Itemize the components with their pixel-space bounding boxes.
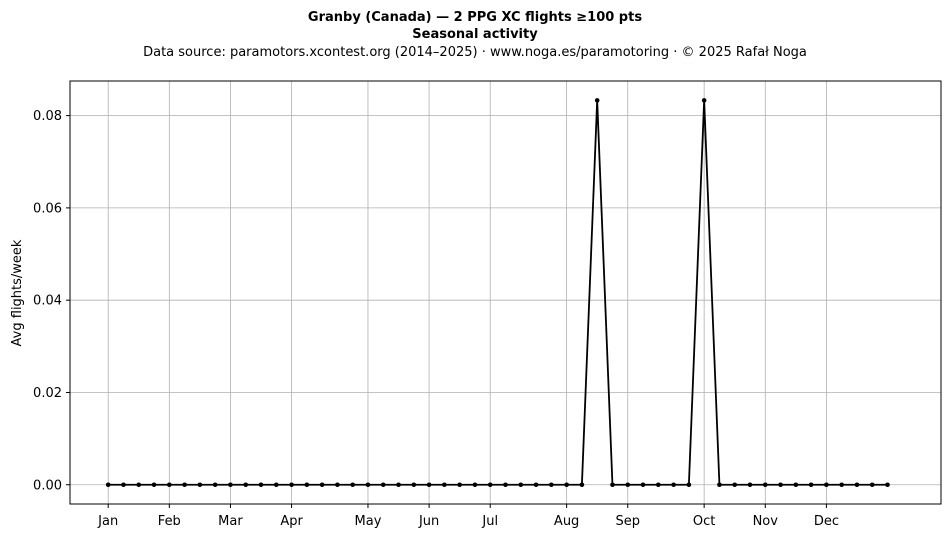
data-point (289, 482, 294, 488)
data-point (243, 482, 249, 488)
data-point (671, 482, 676, 488)
data-point (136, 482, 142, 488)
x-tick-label: Jan (97, 514, 118, 529)
data-point (151, 482, 157, 488)
y-axis-label: Avg flights/week (10, 239, 25, 346)
data-point (258, 482, 264, 488)
data-point (564, 482, 569, 488)
chart-title: Granby (Canada) — 2 PPG XC flights ≥100 … (308, 10, 642, 25)
data-point (396, 482, 401, 488)
data-point (319, 482, 325, 488)
data-point (228, 482, 233, 488)
data-point (640, 482, 646, 488)
data-point (380, 482, 386, 488)
data-point (442, 482, 447, 488)
x-tick-label: Sep (615, 514, 640, 529)
x-tick-label: Feb (158, 514, 181, 529)
data-point (793, 482, 799, 488)
data-point (105, 482, 111, 488)
data-point (273, 482, 279, 488)
data-point (610, 482, 615, 488)
data-point (824, 482, 829, 488)
plot-area (105, 98, 890, 488)
data-point (350, 482, 355, 488)
chart-subtitle: Seasonal activity (412, 27, 538, 42)
data-point (854, 482, 860, 488)
y-tick-label: 0.02 (33, 386, 62, 401)
y-tick-label: 0.08 (33, 109, 62, 124)
x-tick-label: Jun (418, 514, 439, 529)
data-point (503, 482, 508, 488)
data-point (487, 482, 493, 488)
x-tick-label: Oct (693, 514, 715, 529)
data-point (472, 482, 478, 488)
data-point (457, 482, 462, 488)
data-point (717, 482, 722, 488)
y-tick-label: 0.06 (33, 201, 62, 216)
data-point (167, 482, 172, 488)
y-tick-label: 0.04 (33, 294, 62, 309)
data-point (182, 482, 187, 488)
plot-frame (69, 80, 942, 505)
data-point (518, 482, 524, 488)
y-tick-label: 0.00 (33, 478, 62, 493)
x-tick-label: Nov (753, 514, 779, 529)
x-tick-label: Mar (218, 514, 243, 529)
y-axis: 0.00 0.02 0.04 0.06 0.08 (33, 109, 70, 493)
data-point (533, 482, 539, 488)
data-point (839, 482, 844, 488)
data-point (304, 482, 310, 488)
data-point (762, 482, 768, 488)
data-point (686, 482, 692, 488)
data-point (747, 482, 753, 488)
data-point (197, 482, 203, 488)
data-point (808, 482, 814, 488)
series-line (108, 99, 888, 486)
data-point (549, 482, 554, 488)
data-point (335, 482, 340, 488)
data-point (778, 482, 783, 488)
x-tick-label: Jul (481, 514, 498, 529)
data-source-note: Data source: paramotors.xcontest.org (20… (143, 45, 807, 60)
data-point (365, 482, 371, 488)
data-point (212, 482, 218, 488)
data-point (656, 482, 661, 488)
data-point (426, 482, 432, 488)
data-point (869, 482, 875, 488)
data-point (885, 482, 890, 488)
data-point (411, 482, 417, 488)
data-point (579, 482, 585, 488)
data-point (121, 482, 126, 488)
x-tick-label: Apr (280, 514, 303, 529)
x-tick-label: Dec (814, 514, 839, 529)
data-point (732, 482, 738, 488)
grid-lines (70, 81, 941, 504)
data-point (701, 98, 707, 103)
data-point (625, 482, 631, 488)
x-tick-label: Aug (554, 514, 579, 529)
data-point (594, 98, 600, 103)
x-tick-label: May (355, 514, 382, 529)
x-axis: Jan Feb Mar Apr May Jun Jul Aug Sep Oct Nov Dec (97, 504, 839, 529)
